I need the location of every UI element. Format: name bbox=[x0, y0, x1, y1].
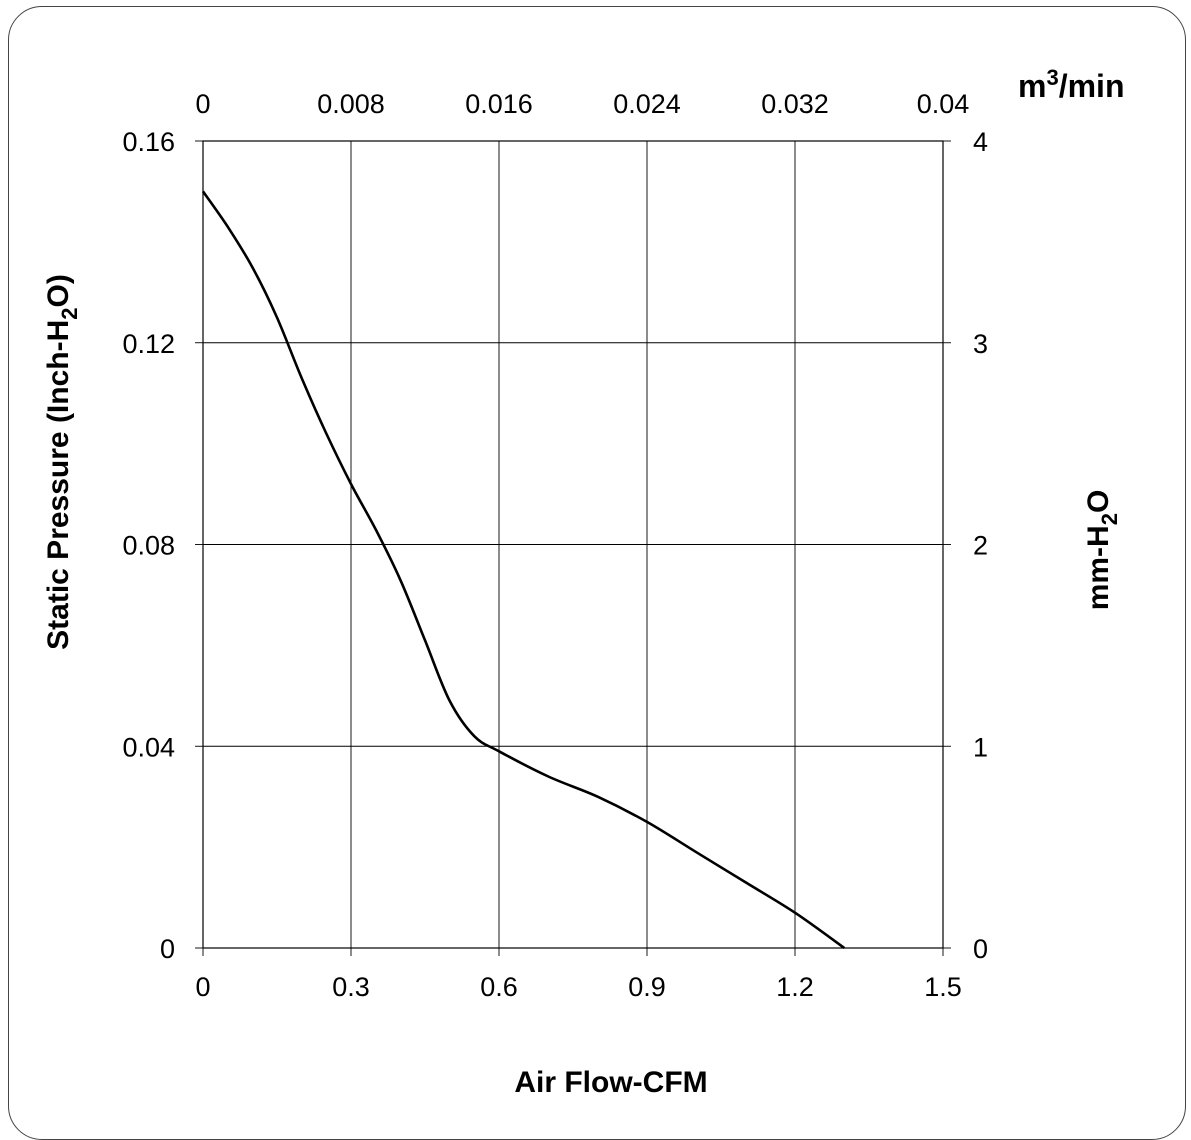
y-tick-label: 0.04 bbox=[122, 732, 175, 762]
y-axis-title: Static Pressure (Inch-H2O) bbox=[42, 274, 82, 650]
x2-tick-label: 0.008 bbox=[317, 89, 385, 119]
y2-tick-label: 1 bbox=[973, 732, 988, 762]
y2-tick-label: 0 bbox=[973, 934, 988, 964]
y2-tick-label: 2 bbox=[973, 531, 988, 561]
grid-lines bbox=[195, 140, 951, 956]
x-tick-label: 0.6 bbox=[480, 972, 518, 1002]
x-tick-label: 1.5 bbox=[924, 972, 962, 1002]
y-tick-label: 0.12 bbox=[122, 329, 175, 359]
x-tick-label: 0.3 bbox=[332, 972, 370, 1002]
x-tick-label: 1.2 bbox=[776, 972, 814, 1002]
x2-tick-label: 0.032 bbox=[761, 89, 829, 119]
y-tick-label: 0.08 bbox=[122, 531, 175, 561]
tick-labels: 0 0.3 0.6 0.9 1.2 1.5 0 0.008 0.016 0.024 0.032 0.0… bbox=[122, 89, 988, 1002]
pressure-curve bbox=[201, 190, 846, 950]
y2-tick-label: 4 bbox=[973, 127, 988, 157]
x2-tick-label: 0.024 bbox=[613, 89, 681, 119]
x2-tick-label: 0 bbox=[195, 89, 210, 119]
plot-area bbox=[202, 140, 944, 949]
x-tick-label: 0 bbox=[195, 972, 210, 1002]
x2-axis-title: m3/min bbox=[1018, 65, 1124, 104]
x2-tick-label: 0.04 bbox=[917, 89, 970, 119]
y2-tick-label: 3 bbox=[973, 329, 988, 359]
y-tick-label: 0 bbox=[160, 934, 175, 964]
y2-axis-title: mm-H2O bbox=[1082, 490, 1122, 611]
x-axis-title: Air Flow-CFM bbox=[514, 1066, 707, 1099]
y-tick-label: 0.16 bbox=[122, 127, 175, 157]
x-tick-label: 0.9 bbox=[628, 972, 666, 1002]
x2-tick-label: 0.016 bbox=[465, 89, 533, 119]
